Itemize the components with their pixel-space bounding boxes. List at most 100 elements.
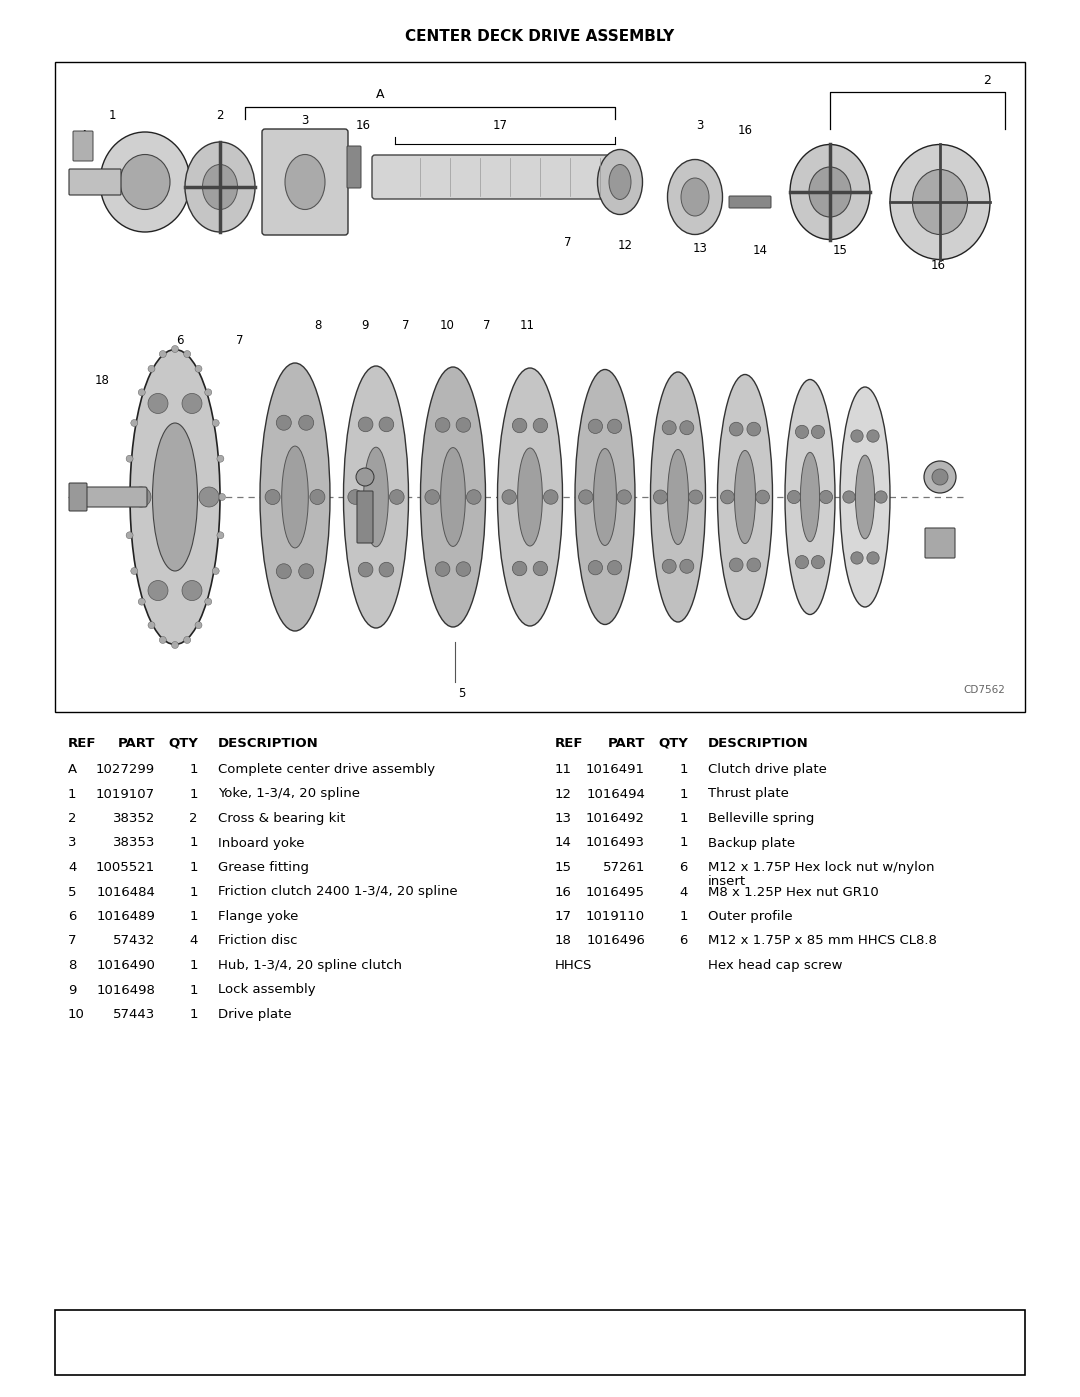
- Text: Flange yoke: Flange yoke: [218, 909, 298, 923]
- Text: Lock assembly: Lock assembly: [218, 983, 315, 996]
- Circle shape: [534, 418, 548, 433]
- Circle shape: [467, 490, 481, 504]
- Circle shape: [811, 556, 825, 569]
- Text: 3: 3: [301, 115, 309, 127]
- Text: 1: 1: [108, 109, 116, 122]
- Text: Clutch drive plate: Clutch drive plate: [708, 763, 827, 775]
- Text: 13: 13: [692, 242, 707, 256]
- Text: 1005521: 1005521: [96, 861, 156, 875]
- Text: REF: REF: [68, 738, 96, 750]
- Text: 9: 9: [361, 319, 368, 332]
- Circle shape: [456, 562, 471, 577]
- Text: 1016498: 1016498: [96, 983, 156, 996]
- Ellipse shape: [667, 450, 688, 545]
- Text: 7: 7: [564, 236, 571, 249]
- Text: DESCRIPTION: DESCRIPTION: [218, 738, 319, 750]
- Ellipse shape: [138, 388, 146, 395]
- Text: 1: 1: [679, 763, 688, 775]
- Circle shape: [875, 490, 887, 503]
- Circle shape: [276, 415, 292, 430]
- Ellipse shape: [343, 366, 408, 629]
- Text: M12 x 1.75P x 85 mm HHCS CL8.8: M12 x 1.75P x 85 mm HHCS CL8.8: [708, 935, 936, 947]
- Text: M8 x 1.25P Hex nut GR10: M8 x 1.25P Hex nut GR10: [708, 886, 879, 898]
- Text: 3: 3: [697, 119, 704, 131]
- Circle shape: [456, 418, 471, 432]
- Circle shape: [679, 559, 693, 573]
- Ellipse shape: [185, 142, 255, 232]
- Ellipse shape: [184, 351, 191, 358]
- Text: 11: 11: [519, 319, 535, 332]
- Ellipse shape: [681, 177, 708, 217]
- Text: 5: 5: [458, 687, 465, 700]
- Ellipse shape: [195, 622, 202, 629]
- Circle shape: [199, 488, 219, 507]
- Text: 6: 6: [176, 334, 184, 346]
- Circle shape: [359, 562, 373, 577]
- Text: 1016492: 1016492: [586, 812, 645, 826]
- Text: 2: 2: [983, 74, 991, 87]
- Circle shape: [589, 560, 603, 574]
- Text: QTY: QTY: [168, 738, 198, 750]
- Text: CD7562: CD7562: [963, 685, 1005, 694]
- Ellipse shape: [594, 448, 617, 545]
- Ellipse shape: [160, 637, 166, 644]
- Text: Yoke, 1-3/4, 20 spline: Yoke, 1-3/4, 20 spline: [218, 788, 360, 800]
- Text: 7: 7: [68, 935, 77, 947]
- FancyBboxPatch shape: [73, 131, 93, 161]
- Circle shape: [183, 394, 202, 414]
- Text: M12 x 1.75P Hex lock nut w/nylon: M12 x 1.75P Hex lock nut w/nylon: [708, 861, 934, 875]
- Ellipse shape: [840, 387, 890, 608]
- Ellipse shape: [364, 447, 389, 546]
- Text: 11: 11: [555, 763, 572, 775]
- Ellipse shape: [100, 131, 190, 232]
- Text: Complete center drive assembly: Complete center drive assembly: [218, 763, 435, 775]
- Circle shape: [924, 461, 956, 493]
- Circle shape: [512, 418, 527, 433]
- Ellipse shape: [890, 144, 990, 260]
- FancyBboxPatch shape: [357, 490, 373, 543]
- Text: 17: 17: [555, 909, 572, 923]
- Circle shape: [811, 425, 825, 439]
- Text: 1: 1: [189, 861, 198, 875]
- Ellipse shape: [205, 598, 212, 605]
- Text: 18: 18: [555, 935, 572, 947]
- Ellipse shape: [785, 380, 835, 615]
- Ellipse shape: [203, 165, 238, 210]
- Ellipse shape: [148, 366, 156, 373]
- Circle shape: [679, 420, 693, 434]
- Ellipse shape: [184, 637, 191, 644]
- Ellipse shape: [420, 367, 486, 627]
- Circle shape: [662, 420, 676, 434]
- Text: DESCRIPTION: DESCRIPTION: [708, 738, 809, 750]
- Text: 16: 16: [555, 886, 572, 898]
- Ellipse shape: [148, 622, 156, 629]
- Text: 1: 1: [189, 983, 198, 996]
- Ellipse shape: [152, 423, 198, 571]
- Ellipse shape: [575, 369, 635, 624]
- Ellipse shape: [734, 450, 755, 543]
- Text: 1016490: 1016490: [96, 958, 156, 972]
- FancyBboxPatch shape: [924, 528, 955, 557]
- Text: 1: 1: [189, 886, 198, 898]
- Circle shape: [689, 490, 703, 504]
- Text: 14: 14: [753, 244, 768, 257]
- FancyBboxPatch shape: [73, 488, 147, 507]
- Text: 1: 1: [189, 958, 198, 972]
- Ellipse shape: [126, 455, 133, 462]
- Circle shape: [617, 490, 632, 504]
- Text: 16: 16: [738, 124, 753, 137]
- Circle shape: [435, 418, 450, 432]
- Circle shape: [359, 418, 373, 432]
- Text: HHCS: HHCS: [555, 958, 592, 972]
- Ellipse shape: [517, 448, 542, 546]
- Ellipse shape: [667, 159, 723, 235]
- Ellipse shape: [212, 567, 219, 574]
- Circle shape: [795, 556, 809, 569]
- Ellipse shape: [130, 349, 220, 644]
- Circle shape: [653, 490, 667, 504]
- Circle shape: [720, 490, 734, 504]
- Circle shape: [424, 490, 440, 504]
- Circle shape: [579, 490, 593, 504]
- Ellipse shape: [131, 567, 138, 574]
- Ellipse shape: [138, 598, 146, 605]
